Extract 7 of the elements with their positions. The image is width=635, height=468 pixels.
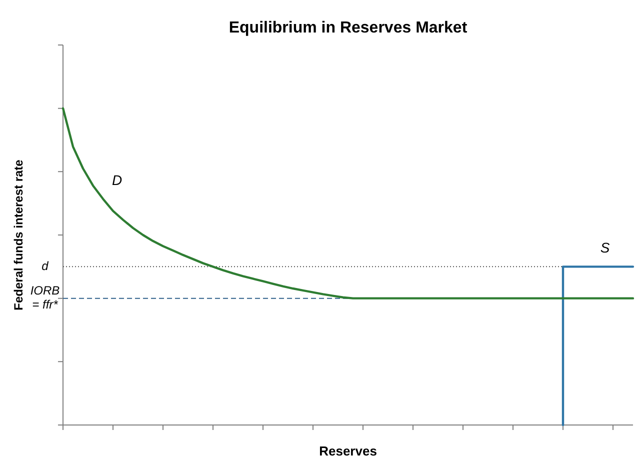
x-axis-title: Reserves: [319, 444, 377, 459]
ref-line-label: IORB = ffr*: [30, 284, 60, 312]
series-label: D: [112, 172, 122, 188]
series-label: S: [600, 240, 610, 256]
y-axis-title: Federal funds interest rate: [11, 159, 26, 310]
chart-title: Equilibrium in Reserves Market: [228, 19, 468, 36]
ref-line-label: d: [42, 259, 49, 274]
